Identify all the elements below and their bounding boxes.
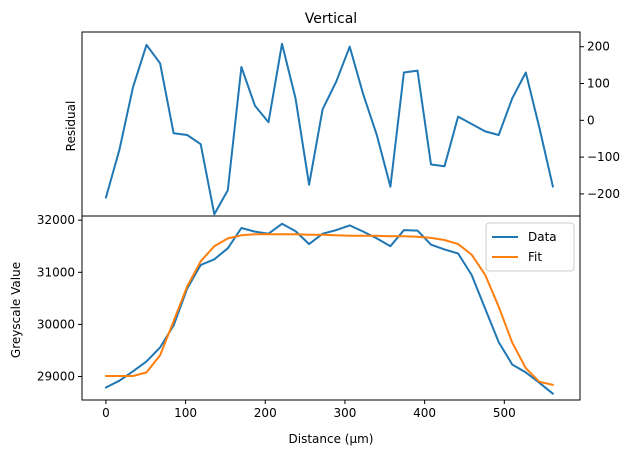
axes-frame — [81, 215, 581, 401]
residual-axis-label: Residual — [64, 101, 78, 152]
residual-panel: −200 −100 0 100 200 — [81, 31, 620, 217]
series-line-residual — [104, 42, 554, 216]
y-tick-label: 30000 — [37, 317, 75, 331]
y-tick-label: 100 — [587, 77, 610, 91]
chart-title: Vertical — [305, 11, 357, 27]
x-axis-label: Distance (μm) — [289, 432, 374, 446]
y-tick-label: 0 — [587, 113, 595, 127]
y-tick-label: 32000 — [37, 213, 75, 227]
legend-box — [485, 222, 575, 272]
y-tick-label: 31000 — [37, 265, 75, 279]
x-tick-label: 0 — [102, 406, 110, 420]
x-tick-label: 200 — [254, 406, 277, 420]
x-tick-label: 100 — [174, 406, 197, 420]
greyscale-panel: 29000 30000 31000 32000 0 100 200 300 400 500 Data… — [37, 213, 581, 420]
series-line-fit — [104, 233, 554, 386]
legend-label-data: Data — [528, 230, 557, 244]
x-tick-label: 400 — [413, 406, 436, 420]
legend-label-fit: Fit — [528, 250, 542, 264]
x-tick-label: 300 — [333, 406, 356, 420]
series-line-data — [104, 222, 554, 395]
y-tick-label: 29000 — [37, 370, 75, 384]
y-tick-label: 200 — [587, 40, 610, 54]
y-tick-label: −200 — [587, 187, 620, 201]
greyscale-axis-label: Greyscale Value — [9, 262, 23, 358]
legend: Data Fit — [485, 222, 575, 272]
x-tick-label: 500 — [493, 406, 516, 420]
y-tick-label: −100 — [587, 150, 620, 164]
